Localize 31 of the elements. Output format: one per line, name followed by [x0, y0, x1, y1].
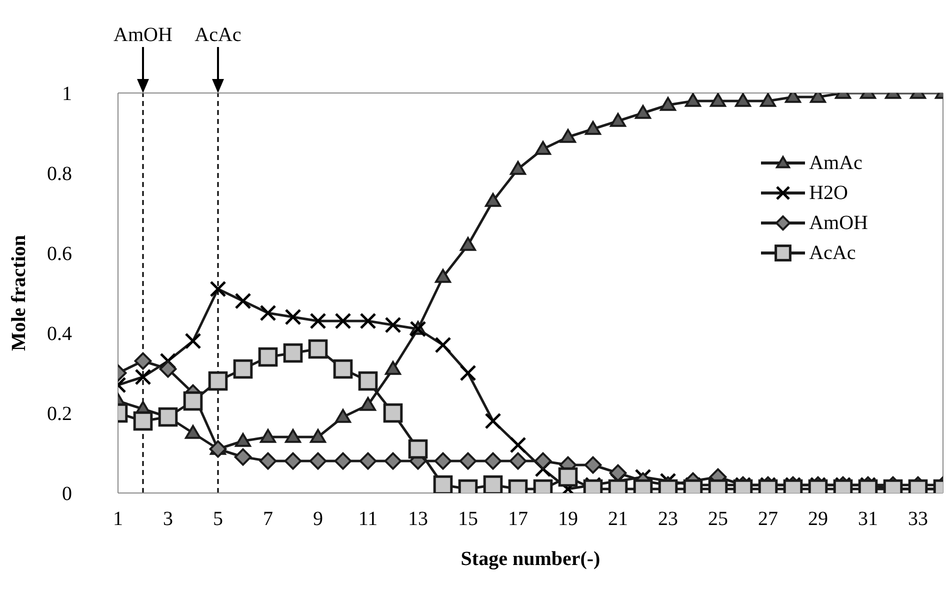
x-tick-label: 25: [708, 508, 728, 530]
y-tick-label: 1: [62, 83, 72, 106]
ref-line-label: AmOH: [114, 24, 172, 46]
x-tick-label: 19: [558, 508, 578, 530]
x-tick-label: 31: [858, 508, 878, 530]
x-tick-label: 27: [758, 508, 778, 530]
x-tick-label: 23: [658, 508, 678, 530]
x-tick-label: 13: [408, 508, 428, 530]
x-tick-label: 11: [358, 508, 378, 530]
x-tick-label: 1: [113, 508, 123, 530]
y-axis-title: Mole fraction: [8, 234, 30, 352]
x-tick-label: 9: [313, 508, 323, 530]
ref-line-label: AcAc: [194, 24, 242, 46]
x-tick-label: 17: [508, 508, 528, 530]
x-tick-label: 21: [608, 508, 628, 530]
x-tick-label: 5: [213, 508, 223, 530]
x-tick-label: 3: [163, 508, 173, 530]
y-tick-label: 0: [62, 483, 72, 506]
legend-label: AmAc: [809, 152, 862, 174]
x-tick-label: 33: [908, 508, 928, 530]
y-tick-label: 0.6: [47, 243, 72, 266]
legend-label: H2O: [809, 182, 848, 204]
x-tick-label: 15: [458, 508, 478, 530]
x-tick-label: 29: [808, 508, 828, 530]
y-tick-label: 0.8: [47, 163, 72, 186]
legend-label: AcAc: [809, 242, 856, 264]
y-tick-label: 0.4: [47, 323, 72, 346]
x-axis-title: Stage number(-): [460, 548, 600, 570]
y-tick-label: 0.2: [47, 403, 72, 426]
legend-label: AmOH: [809, 212, 868, 234]
x-tick-label: 7: [263, 508, 273, 530]
